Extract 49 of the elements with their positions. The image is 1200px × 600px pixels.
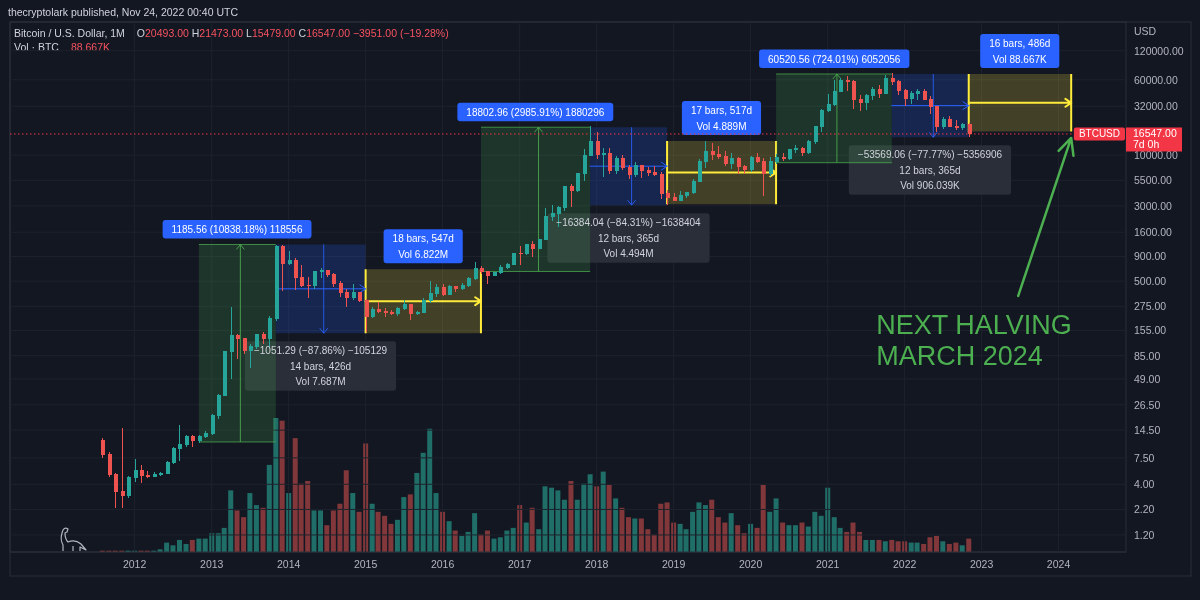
y-tick-label: 5500.00 [1134,174,1173,187]
x-tick-label: 2012 [122,558,147,570]
x-tick-label: 2019 [661,558,686,570]
annotation: 16 bars, 486d Vol 88.667K [989,37,1051,65]
y-tick-label: 4.00 [1134,478,1155,491]
y-tick-label: 26.50 [1134,398,1161,411]
y-axis-title: USD [1134,25,1157,37]
annotation: −53569.06 (−77.77%) −5356906 12 bars, 365d Vol 906.039K [857,148,1003,191]
x-tick-label: 2018 [584,558,609,570]
y-tick-label: 1600.00 [1134,226,1173,239]
ref-line-label: BTCUSD [1078,128,1121,140]
x-tick-label: 2021 [816,558,840,570]
y-tick-label: 1.20 [1134,528,1155,541]
text: 16547.00 7d 0h [1133,127,1177,150]
text: thecryptolark published, Nov 24, 2022 00:40 UTC [8,6,239,18]
y-tick-label: 14.50 [1134,424,1161,437]
y-tick-label: 7.50 [1134,451,1155,464]
annotation: 17 bars, 517d Vol 4.889M [690,104,753,132]
x-tick-label: 2020 [738,558,763,570]
y-tick-label: 120000.00 [1134,44,1184,57]
x-tick-label: 2022 [892,558,917,570]
y-tick-label: 49.00 [1134,372,1161,385]
annotation: 18 bars, 547d Vol 6.822M [392,232,454,260]
y-tick-label: 275.00 [1134,300,1167,313]
annotation: 18802.96 (2985.91%) 1880296 [466,106,605,118]
annotation: 1185.56 (10838.18%) 118556 [171,223,303,235]
text: Bitcoin / U.S. Dollar, 1M [14,27,125,39]
chart-subtitle: 88.667K [70,41,111,53]
text: O20493.00 H21473.00 L15479.00 C16547.00 −3951.00 (−19.28%) [136,27,449,39]
y-tick-label: 3000.00 [1134,199,1173,212]
x-tick-label: 2016 [430,558,455,570]
y-tick-label: 500.00 [1134,275,1167,288]
annotation: −1051.29 (−87.86%) −105129 14 bars, 426d Vol 7.687M [253,344,388,387]
x-tick-label: 2023 [969,558,994,570]
y-tick-label: 10000.00 [1134,149,1178,162]
x-tick-label: 2015 [353,558,378,570]
x-tick-label: 2017 [508,558,532,570]
x-tick-label: 2014 [277,558,301,570]
y-tick-label: 32000.00 [1134,100,1178,113]
annotation: 60520.56 (724.01%) 6052056 [768,53,901,65]
x-tick-label: 2024 [1046,558,1071,570]
annotation: NEXT HALVING MARCH 2024 [876,309,1072,371]
chart-title: Vol · BTC [14,41,60,53]
y-tick-label: 2.20 [1134,503,1155,516]
x-tick-label: 2013 [200,558,224,570]
y-tick-label: 155.00 [1134,324,1167,337]
y-tick-label: 85.00 [1134,349,1161,362]
y-tick-label: 60000.00 [1134,73,1178,86]
y-tick-label: 900.00 [1134,250,1167,263]
